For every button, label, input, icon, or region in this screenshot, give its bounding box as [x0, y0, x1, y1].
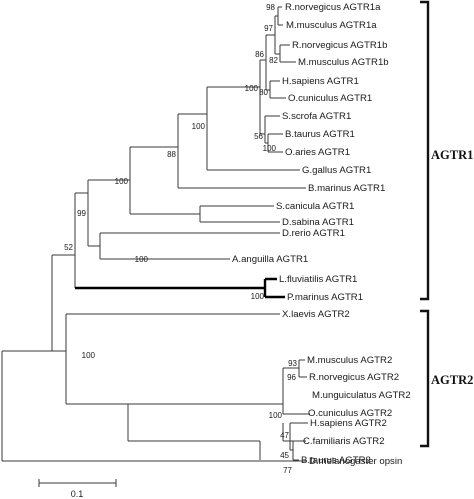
- ingroup-node: [51, 254, 75, 352]
- teleost-node: [99, 232, 280, 260]
- leaf-label: B.taurus AGTR2: [301, 455, 371, 466]
- rodent-agtr2-node: [282, 367, 299, 414]
- bootstrap-label: 80: [259, 88, 268, 97]
- mammal-agtr1-node: [259, 59, 266, 135]
- amniote-node: [206, 86, 300, 171]
- bootstrap-label: 45: [280, 451, 289, 460]
- cartilaginous-node: [199, 205, 280, 223]
- agtr1-bracket: [420, 0, 430, 301]
- cfa-bta-node: [292, 440, 301, 461]
- leaf-label: R.norvegicus AGTR1a: [285, 2, 381, 13]
- leaf-label: P.marinus AGTR1: [287, 292, 363, 303]
- leaf-label: B.taurus AGTR1: [285, 129, 355, 140]
- leaf-label: C.familiaris AGTR2: [303, 436, 385, 447]
- leaf-label: O.cuniculus AGTR2: [308, 408, 392, 419]
- leaf-label: M.musculus AGTR1b: [298, 57, 389, 68]
- bootstrap-label: 100: [115, 177, 129, 186]
- bootstrap-label: 100: [135, 255, 149, 264]
- bootstrap-label: 52: [64, 243, 73, 252]
- leaf-label: S.canicula AGTR1: [276, 201, 354, 212]
- lamprey-node: [263, 277, 285, 299]
- clade-brackets: AGTR1 AGTR2: [420, 0, 473, 448]
- hsa-ocu-node: [269, 80, 286, 99]
- mammal-core-node: [265, 34, 275, 91]
- gnathostome-node: [87, 179, 130, 247]
- bootstrap-label: 97: [264, 24, 273, 33]
- agtr2-bracket: [420, 309, 430, 448]
- leaf-label: R.norvegicus AGTR2: [309, 372, 399, 383]
- bootstrap-values: 98 97 82 86 80 100 100 56 100 88 100 99 …: [64, 3, 297, 475]
- bootstrap-label: 100: [82, 351, 96, 360]
- leaf-label: A.anguilla AGTR1: [232, 254, 308, 265]
- tetrapod-node: [177, 113, 306, 189]
- bootstrap-label: 100: [245, 84, 259, 93]
- leaf-label: D.rerio AGTR1: [282, 228, 345, 239]
- leaf-label: H.sapiens AGTR2: [310, 418, 387, 429]
- leaf-label: S.scrofa AGTR1: [282, 111, 351, 122]
- agtr2-group-label: AGTR2: [431, 373, 473, 387]
- mmu-rno-agtr2-node: [298, 359, 307, 378]
- tree-branches: [1, 6, 310, 462]
- leaf-label: H.sapiens AGTR1: [282, 76, 359, 87]
- bta-oar-node: [267, 133, 283, 153]
- agtr2-node: [65, 313, 128, 405]
- leaf-label: R.norvegicus AGTR1b: [292, 40, 387, 51]
- bootstrap-label: 86: [255, 50, 264, 59]
- bootstrap-label: 82: [269, 56, 278, 65]
- scale-bar-line: [38, 479, 117, 487]
- bootstrap-label: 88: [167, 150, 176, 159]
- root-branch: [1, 350, 307, 462]
- leaf-label: M.unguiculatus AGTR2: [312, 390, 411, 401]
- bootstrap-label: 98: [266, 3, 275, 12]
- ungulate-node: [264, 115, 280, 144]
- leaf-label: B.marinus AGTR1: [308, 183, 385, 194]
- bootstrap-label: 100: [263, 144, 277, 153]
- bootstrap-label: 100: [269, 411, 283, 420]
- bootstrap-label: 100: [251, 292, 265, 301]
- bootstrap-label: 77: [283, 466, 292, 475]
- scale-bar: 0.1: [38, 479, 117, 499]
- scale-bar-label: 0.1: [71, 489, 84, 499]
- rodent-agtr1a-node: [277, 6, 283, 26]
- bootstrap-label: 47: [280, 431, 289, 440]
- rodent-agtr1b-node: [279, 44, 296, 63]
- leaf-label: D.sabina AGTR1: [282, 217, 354, 228]
- bootstrap-label: 93: [288, 359, 297, 368]
- leaf-label: G.gallus AGTR1: [302, 165, 371, 176]
- leaf-label: L.fluviatilis AGTR1: [279, 274, 357, 285]
- leaf-label: O.aries AGTR1: [285, 147, 350, 158]
- mammal-agtr2-node: [127, 403, 283, 442]
- agtr1-group-label: AGTR1: [431, 148, 473, 162]
- leaf-labels: R.norvegicus AGTR1a M.musculus AGTR1a R.…: [232, 2, 411, 467]
- bootstrap-label: 100: [192, 122, 206, 131]
- leaf-label: D.melanogaster opsin: [309, 456, 402, 467]
- bootstrap-label: 99: [77, 209, 86, 218]
- agtr1-node: [74, 192, 88, 288]
- leaf-label: M.musculus AGTR2: [307, 355, 392, 366]
- bootstrap-label: 96: [287, 373, 296, 382]
- leaf-label: O.cuniculus AGTR1: [288, 93, 372, 104]
- bootstrap-label: 56: [254, 132, 263, 141]
- leaf-label: X.laevis AGTR2: [282, 309, 350, 320]
- leaf-label: M.musculus AGTR1a: [286, 20, 377, 31]
- tetrapod-cartilaginous-node: [129, 146, 200, 215]
